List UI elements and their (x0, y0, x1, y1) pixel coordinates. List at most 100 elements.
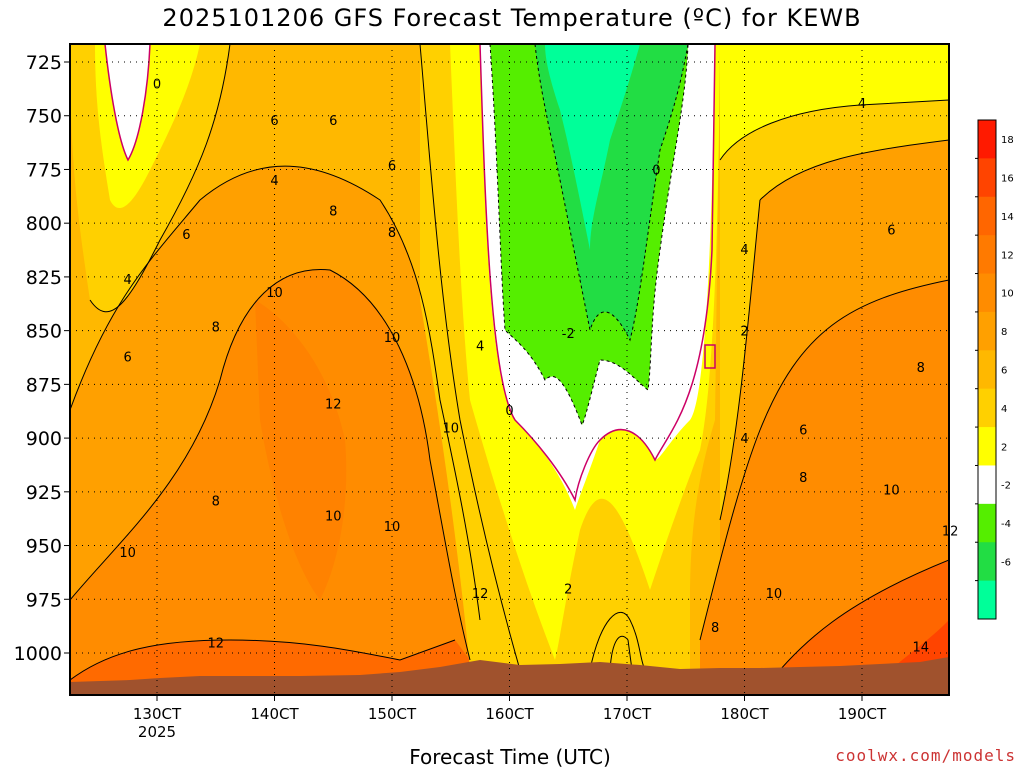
y-tick-label: 725 (26, 52, 62, 74)
colorbar-swatch (978, 235, 996, 275)
contour-label: 8 (388, 226, 396, 241)
region-10c (70, 269, 470, 695)
y-tick-label: 925 (26, 482, 62, 504)
temperature-field (70, 44, 949, 695)
y-tick-label: 750 (26, 106, 62, 128)
y-tick-label: 850 (26, 321, 62, 343)
colorbar: 18 16 14 12 10 8 6 4 2 -2 -4 -6 (975, 119, 1014, 620)
x-tick-label: 150CT (368, 705, 417, 723)
colorbar-swatch (978, 158, 996, 198)
contour-label: 8 (711, 621, 719, 636)
x-tick-label: 190CT (838, 705, 887, 723)
contour-label: 10 (442, 421, 459, 436)
contour-label: 14 (912, 641, 929, 656)
contour-label: 10 (266, 286, 283, 301)
contour-lines (70, 44, 949, 695)
colorbar-label: -4 (1001, 519, 1011, 530)
y-tick-label: 800 (26, 213, 62, 235)
freezing-contours (104, 44, 716, 503)
y-tick-label: 875 (26, 374, 62, 396)
contour-label: 12 (472, 587, 489, 602)
region-0c-left (105, 44, 150, 160)
colorbar-swatch (978, 427, 996, 466)
contour-label: 4 (858, 97, 866, 112)
region-4c-right (720, 100, 949, 520)
region-12c-core (255, 300, 347, 600)
contour-label: 12 (942, 525, 959, 540)
contour-label: 10 (384, 520, 401, 535)
y-tick-label: 825 (26, 267, 62, 289)
x-tick-label: 180CT (720, 705, 769, 723)
contour-label: 4 (740, 243, 748, 258)
contour-label: 6 (887, 224, 895, 239)
colorbar-label: 18 (1001, 135, 1014, 146)
x-tick-label: 130CT (133, 705, 182, 723)
grid (70, 44, 949, 695)
y-tick-label: 775 (26, 159, 62, 181)
contour-label: 8 (917, 361, 925, 376)
region-neg6c (545, 44, 640, 250)
y-tick-label: 900 (26, 428, 62, 450)
colorbar-label: 8 (1001, 327, 1007, 338)
colorbar-label: 14 (1001, 212, 1014, 223)
colorbar-swatch (978, 465, 996, 505)
contour-label: 0 (153, 77, 161, 92)
credit-text: coolwx.com/models (835, 746, 1016, 765)
contour-label: 6 (270, 114, 278, 129)
contour-label: 4 (270, 174, 278, 189)
contour-label: 4 (123, 273, 131, 288)
contour-label: 4 (740, 432, 748, 447)
contour-label: 2 (564, 583, 572, 598)
colorbar-label: 4 (1001, 404, 1007, 415)
contour-label: 8 (329, 204, 337, 219)
contour-label: 10 (119, 546, 136, 561)
y-tick-label: 975 (26, 589, 62, 611)
colorbar-label: 12 (1001, 250, 1014, 261)
colorbar-swatch (978, 542, 996, 582)
x-axis: 130CT 140CT 150CT 160CT 170CT 180CT 190CT 2025 (133, 695, 887, 741)
colorbar-label: 2 (1001, 442, 1007, 453)
chart-title: 2025101206 GFS Forecast Temperature (ºC)… (162, 4, 862, 32)
contour-label: 10 (766, 587, 783, 602)
negative-contours (489, 44, 689, 427)
colorbar-swatch (978, 580, 996, 620)
x-tick-label: 160CT (485, 705, 534, 723)
colorbar-swatch (978, 388, 996, 428)
contour-labels: 0 4 6 6 6 8 8 6 4 10 10 8 6 4 12 10 8 10 10 10 12 12 0 -2 2 0 2 4 4 6… (119, 77, 958, 655)
colorbar-label: -2 (1001, 481, 1011, 492)
contour-label: 0 (652, 163, 660, 178)
terrain (70, 657, 949, 695)
colorbar-swatch (978, 196, 996, 236)
colorbar-label: 6 (1001, 366, 1007, 377)
colorbar-swatch (978, 120, 996, 159)
contour-label: 12 (207, 636, 224, 651)
region-2c-right (720, 44, 949, 160)
colorbar-swatch (978, 350, 996, 390)
contour-label: 6 (799, 423, 807, 438)
contour-label: -2 (562, 327, 575, 342)
y-axis: 725 750 775 800 825 850 875 900 925 950 975 1000 (14, 52, 70, 665)
colorbar-frame (977, 119, 997, 620)
x-tick-sublabel: 2025 (138, 723, 176, 741)
colorbar-label: 16 (1001, 174, 1014, 185)
contour-label: 6 (123, 350, 131, 365)
x-tick-label: 170CT (603, 705, 652, 723)
contour-label: 8 (212, 320, 220, 335)
contour-label: 2 (740, 325, 748, 340)
contour-label: 10 (883, 484, 900, 499)
y-tick-label: 950 (26, 536, 62, 558)
contour-label: 8 (799, 471, 807, 486)
contour-label: 6 (182, 228, 190, 243)
colorbar-swatch (978, 311, 996, 351)
contour-label: 4 (476, 340, 484, 355)
x-axis-label: Forecast Time (UTC) (409, 745, 611, 769)
contour-label: 6 (388, 159, 396, 174)
colorbar-swatch (978, 273, 996, 313)
contour-label: 0 (505, 404, 513, 419)
y-tick-label: 1000 (14, 643, 62, 665)
contour-label: 10 (384, 331, 401, 346)
contour-label: 6 (329, 114, 337, 129)
contour-label: 12 (325, 398, 342, 413)
x-tick-label: 140CT (250, 705, 299, 723)
colorbar-label: 10 (1001, 289, 1014, 300)
